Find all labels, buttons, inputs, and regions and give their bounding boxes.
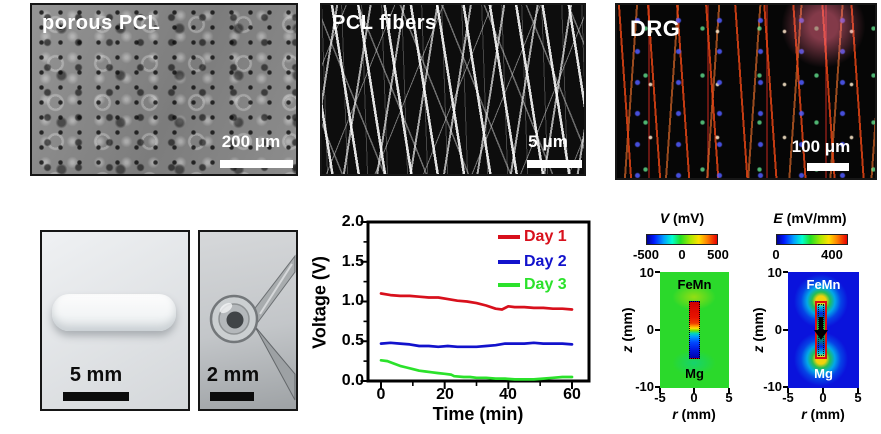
vmap-xtick-0: 0 — [690, 390, 698, 405]
porous-pcl-scalebar-label: 200 μm — [221, 132, 281, 151]
emap-xtickmark — [822, 388, 824, 393]
vmap-y-axis-label: z (mm) — [619, 307, 635, 353]
legend-label-day1: Day 1 — [524, 228, 567, 245]
tweezers-illustration — [209, 254, 296, 401]
cross-section-scalebar — [210, 392, 254, 401]
vmap-xtick-5: 5 — [725, 390, 733, 405]
legend-swatch-day1 — [498, 235, 520, 239]
current-arrow-head — [814, 330, 828, 340]
pcl-fibers-label: PCL fibers — [332, 12, 437, 34]
emap-xtick--5: -5 — [782, 390, 794, 405]
pcl-fibers-micrograph: PCL fibers 5 μm — [320, 3, 586, 176]
scaffold-cylinder — [52, 294, 176, 331]
tube-highlight — [219, 302, 233, 314]
vmap-title-symbol: V — [659, 210, 670, 226]
vmap-title-unit: (mV) — [669, 210, 705, 226]
scaffold-scalebar — [63, 392, 129, 401]
vmap-title: V (mV) — [638, 210, 726, 226]
chart-xtick-40: 40 — [499, 386, 517, 403]
vmap-plot: FeMn Mg — [660, 272, 729, 388]
emap-xtick-0: 0 — [819, 390, 827, 405]
vmap-ytickmark — [655, 271, 660, 273]
tweezers-highlight — [259, 263, 293, 315]
drg-scalebar — [807, 163, 849, 171]
emap-x-axis-label: r (mm) — [801, 406, 845, 422]
vmap-xtickmark — [728, 388, 730, 393]
vmap-femn-label: FeMn — [677, 277, 712, 292]
cross-section-scalebar-label: 2 mm — [206, 364, 260, 386]
vmap-ytick--10: -10 — [635, 379, 654, 394]
vmap-xtickmark — [659, 388, 661, 393]
emap-title-unit: (mV/mm) — [782, 210, 847, 226]
pcl-fibers-scalebar-label: 5 μm — [528, 132, 568, 151]
emap-ytick-0: 0 — [774, 322, 782, 337]
emap-title-symbol: E — [773, 210, 783, 226]
porous-pcl-label: porous PCL — [42, 12, 161, 34]
chart-xtick-0: 0 — [376, 386, 386, 403]
tweezers-upper-prong — [251, 254, 296, 323]
porous-pcl-scalebar — [220, 160, 293, 168]
legend-label-day3: Day 3 — [524, 276, 567, 293]
emap-xtickmark — [787, 388, 789, 393]
emap-cbar-max: 400 — [821, 247, 843, 262]
vmap-mg-label: Mg — [685, 366, 704, 381]
vmap-ytickmark — [655, 329, 660, 331]
emap-mg-label: Mg — [814, 366, 833, 381]
vmap-cbar-min: -500 — [632, 247, 660, 262]
chart-ytick-0.0: 0.0 — [341, 372, 364, 389]
emap-ytickmark — [783, 386, 788, 388]
tube-cross-section-lumen — [226, 311, 244, 329]
emap-cbar-min: 0 — [772, 247, 780, 262]
emap-ytick--10: -10 — [763, 379, 782, 394]
scaffold-photo: 5 mm — [40, 230, 190, 411]
vmap-ytick-10: 10 — [639, 265, 654, 280]
legend-swatch-day3 — [498, 283, 520, 287]
chart-xtick-20: 20 — [436, 386, 454, 403]
emap-ytickmark — [783, 271, 788, 273]
chart-ytick-0.5: 0.5 — [341, 332, 364, 349]
legend-swatch-day2 — [498, 260, 520, 264]
vmap-ytickmark — [655, 386, 660, 388]
emap-ytickmark — [783, 329, 788, 331]
current-arrow-stem — [819, 317, 823, 330]
drg-micrograph: DRG 100 μm — [615, 3, 877, 180]
scaffold-scalebar-label: 5 mm — [69, 364, 123, 386]
vmap-colorbar — [646, 234, 718, 245]
drg-label: DRG — [630, 16, 681, 41]
emap-plot: FeMn Mg — [788, 272, 859, 388]
vmap-x-axis-label: r (mm) — [672, 406, 716, 422]
vmap-cbar-max: 500 — [707, 247, 729, 262]
emap-ytick-10: 10 — [767, 265, 782, 280]
tweezers-lower-prong — [252, 323, 296, 401]
emap-xtickmark — [857, 388, 859, 393]
vmap-cbar-mid: 0 — [678, 247, 686, 262]
legend-label-day2: Day 2 — [524, 253, 567, 270]
chart-ytick-1.0: 1.0 — [341, 292, 364, 309]
pcl-fibers-scalebar — [527, 160, 582, 168]
emap-title: E (mV/mm) — [760, 210, 860, 226]
emap-femn-label: FeMn — [806, 277, 841, 292]
voltage-time-chart — [360, 220, 591, 389]
emap-colorbar — [776, 234, 848, 245]
porous-pcl-micrograph: porous PCL 200 μm — [30, 3, 298, 176]
vmap-xtick--5: -5 — [654, 390, 666, 405]
chart-ytick-2.0: 2.0 — [341, 213, 364, 230]
chart-xtick-60: 60 — [563, 386, 581, 403]
vmap-ytick-0: 0 — [646, 322, 654, 337]
chart-ytick-1.5: 1.5 — [341, 253, 364, 270]
emap-xtick-5: 5 — [854, 390, 862, 405]
vmap-electrode-rod — [689, 301, 700, 359]
vmap-xtickmark — [693, 388, 695, 393]
emap-y-axis-label: z (mm) — [750, 307, 766, 353]
chart-x-axis-label: Time (min) — [432, 404, 524, 424]
cross-section-photo: 2 mm — [198, 230, 298, 411]
drg-scalebar-label: 100 μm — [791, 137, 851, 156]
